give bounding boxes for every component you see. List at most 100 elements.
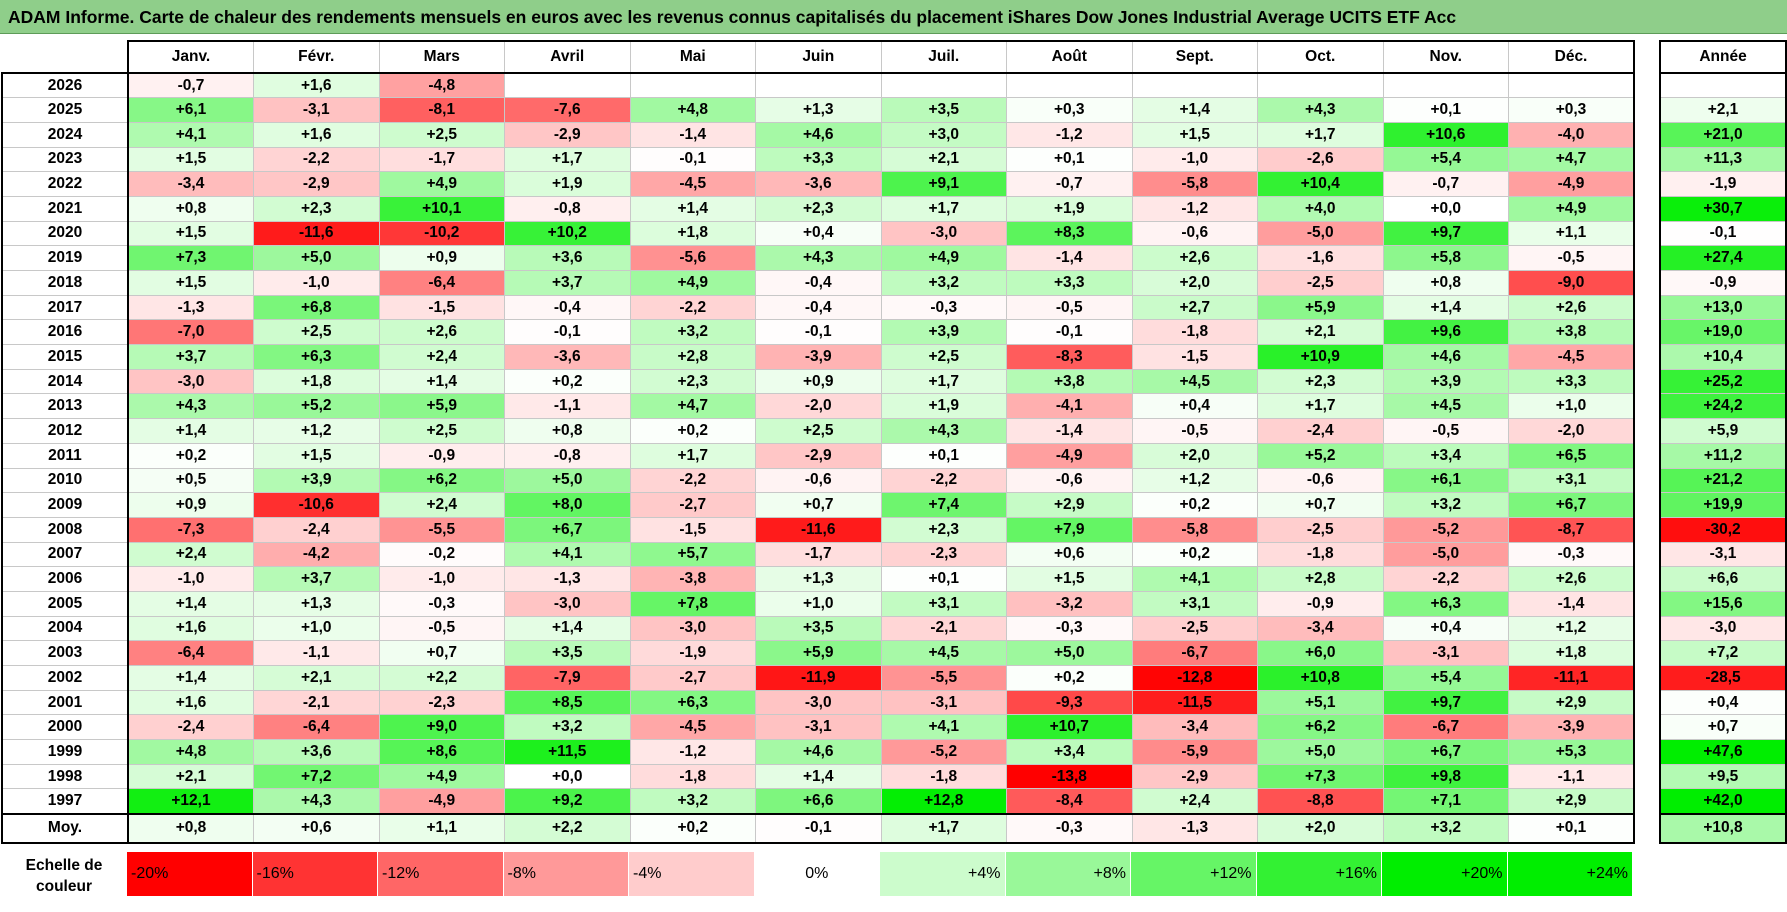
monthly-return-cell: -11,6 (755, 516, 882, 543)
year-row: 2003 -6,4 -1,1 +0,7 +3,5 -1,9 +5,9 +4,5 +5,0 -6,7… (1, 640, 1635, 666)
color-scale-swatch: -8% (503, 852, 629, 896)
average-return-cell: +0,2 (629, 812, 756, 844)
annual-return-cell: -3,0 (1659, 615, 1787, 642)
monthly-return-cell: +4,7 (1508, 146, 1635, 173)
annual-return-cell: +47,6 (1659, 739, 1787, 765)
monthly-return-cell: -2,3 (880, 541, 1007, 568)
annual-return-cell: -30,2 (1659, 516, 1787, 543)
annual-row: +11,3 (1659, 146, 1787, 173)
monthly-return-cell: +8,0 (504, 492, 631, 518)
monthly-return-cell: +3,8 (1508, 319, 1635, 346)
monthly-return-cell: +1,2 (1131, 467, 1258, 494)
monthly-return-cell: -1,4 (1006, 245, 1133, 271)
monthly-return-cell: +2,4 (378, 344, 505, 370)
year-label: 2014 (1, 368, 129, 395)
annual-return-cell: +25,2 (1659, 368, 1787, 395)
monthly-return-cell: +2,2 (378, 665, 505, 691)
annual-row: +21,0 (1659, 121, 1787, 148)
monthly-return-cell: +4,3 (127, 393, 254, 420)
color-scale-swatch: +8% (1005, 852, 1131, 896)
monthly-return-cell: -1,7 (378, 146, 505, 173)
annual-return-cell: -28,5 (1659, 665, 1787, 691)
annual-row: +13,0 (1659, 294, 1787, 321)
monthly-return-cell: +2,3 (880, 516, 1007, 543)
monthly-return-cell: -1,4 (1508, 590, 1635, 617)
annual-row: -3,1 (1659, 541, 1787, 568)
monthly-return-cell: +2,4 (127, 541, 254, 568)
annual-return-cell: +42,0 (1659, 788, 1787, 815)
monthly-return-cell: +0,1 (880, 442, 1007, 469)
average-label: Moy. (1, 812, 129, 844)
monthly-return-cell: +0,2 (1006, 665, 1133, 691)
monthly-return-cell: +3,2 (880, 270, 1007, 296)
monthly-return-cell: +5,4 (1382, 665, 1509, 691)
monthly-return-cell: -5,8 (1131, 516, 1258, 543)
monthly-return-cell: +0,1 (880, 566, 1007, 592)
year-label: 2003 (1, 640, 129, 666)
monthly-return-cell: -3,1 (1382, 640, 1509, 666)
monthly-return-cell: +4,3 (755, 245, 882, 271)
monthly-return-cell: -8,7 (1508, 516, 1635, 543)
annual-row: +2,1 (1659, 97, 1787, 123)
monthly-return-cell: -11,1 (1508, 665, 1635, 691)
monthly-return-cell: -2,9 (755, 442, 882, 469)
year-row: 2006 -1,0 +3,7 -1,0 -1,3 -3,8 +1,3 +0,1 +1,5 +4,1… (1, 566, 1635, 592)
monthly-return-cell: -11,5 (1131, 689, 1258, 716)
monthly-return-cell: +3,7 (127, 344, 254, 370)
monthly-return-cell: +10,2 (504, 220, 631, 247)
monthly-return-cell: -3,0 (880, 220, 1007, 247)
monthly-return-cell: -8,4 (1006, 788, 1133, 815)
month-header: Mars (378, 40, 505, 74)
year-label: 2005 (1, 590, 129, 617)
average-return-cell: +2,2 (504, 812, 631, 844)
monthly-return-cell: +4,1 (1131, 566, 1258, 592)
monthly-return-cell: +9,8 (1382, 763, 1509, 790)
monthly-return-cell: +3,1 (1508, 467, 1635, 494)
monthly-return-cell: -1,1 (1508, 763, 1635, 790)
monthly-return-cell: -0,8 (504, 195, 631, 222)
year-row: 2022 -3,4 -2,9 +4,9 +1,9 -4,5 -3,6 +9,1 -0,7 -5,8… (1, 171, 1635, 197)
annual-row: -0,1 (1659, 220, 1787, 247)
average-return-cell: +0,8 (127, 812, 254, 844)
monthly-return-cell: -12,8 (1131, 665, 1258, 691)
monthly-return-cell: +0,8 (127, 195, 254, 222)
monthly-return-cell: -2,9 (1131, 763, 1258, 790)
annual-return-cell: +27,4 (1659, 245, 1787, 271)
monthly-return-cell: -3,9 (755, 344, 882, 370)
year-row: 2026 -0,7 +1,6 -4,8 (1, 72, 1635, 99)
monthly-return-cell: -0,5 (1508, 245, 1635, 271)
monthly-return-cell: -2,7 (629, 665, 756, 691)
monthly-return-cell: +7,4 (880, 492, 1007, 518)
monthly-return-cell: +1,4 (1382, 294, 1509, 321)
annual-return-cell: -1,9 (1659, 171, 1787, 197)
month-header: Avril (504, 40, 631, 74)
monthly-return-cell: -1,6 (1257, 245, 1384, 271)
monthly-return-cell: -4,5 (629, 714, 756, 741)
monthly-return-cell: -3,0 (504, 590, 631, 617)
monthly-return-cell: +1,4 (755, 763, 882, 790)
monthly-return-cell: -0,3 (880, 294, 1007, 321)
monthly-return-cell: +4,3 (1257, 97, 1384, 123)
color-scale-swatch: -4% (629, 852, 755, 896)
annual-row: +9,5 (1659, 763, 1787, 790)
monthly-return-cell: +2,3 (755, 195, 882, 222)
monthly-return-cell: +1,8 (253, 368, 380, 395)
monthly-return-cell: -6,4 (378, 270, 505, 296)
annual-return-cell: +19,9 (1659, 492, 1787, 518)
monthly-return-cell: +2,3 (253, 195, 380, 222)
color-scale-swatch: -20% (127, 852, 253, 896)
monthly-return-cell: +1,2 (253, 418, 380, 444)
monthly-return-cell: +9,2 (504, 788, 631, 815)
monthly-return-cell: -2,5 (1257, 516, 1384, 543)
year-row: 2009 +0,9 -10,6 +2,4 +8,0 -2,7 +0,7 +7,4 +2,9 +0,… (1, 492, 1635, 518)
monthly-return-cell: -2,2 (629, 467, 756, 494)
annual-row: +42,0 (1659, 788, 1787, 815)
monthly-return-cell: +1,4 (629, 195, 756, 222)
monthly-return-cell: +6,7 (1382, 739, 1509, 765)
monthly-return-cell: +5,1 (1257, 689, 1384, 716)
monthly-return-cell: -1,3 (127, 294, 254, 321)
monthly-return-cell: +7,8 (629, 590, 756, 617)
monthly-return-cell: +8,5 (504, 689, 631, 716)
monthly-return-cell: -5,0 (1382, 541, 1509, 568)
monthly-return-cell: -5,9 (1131, 739, 1258, 765)
